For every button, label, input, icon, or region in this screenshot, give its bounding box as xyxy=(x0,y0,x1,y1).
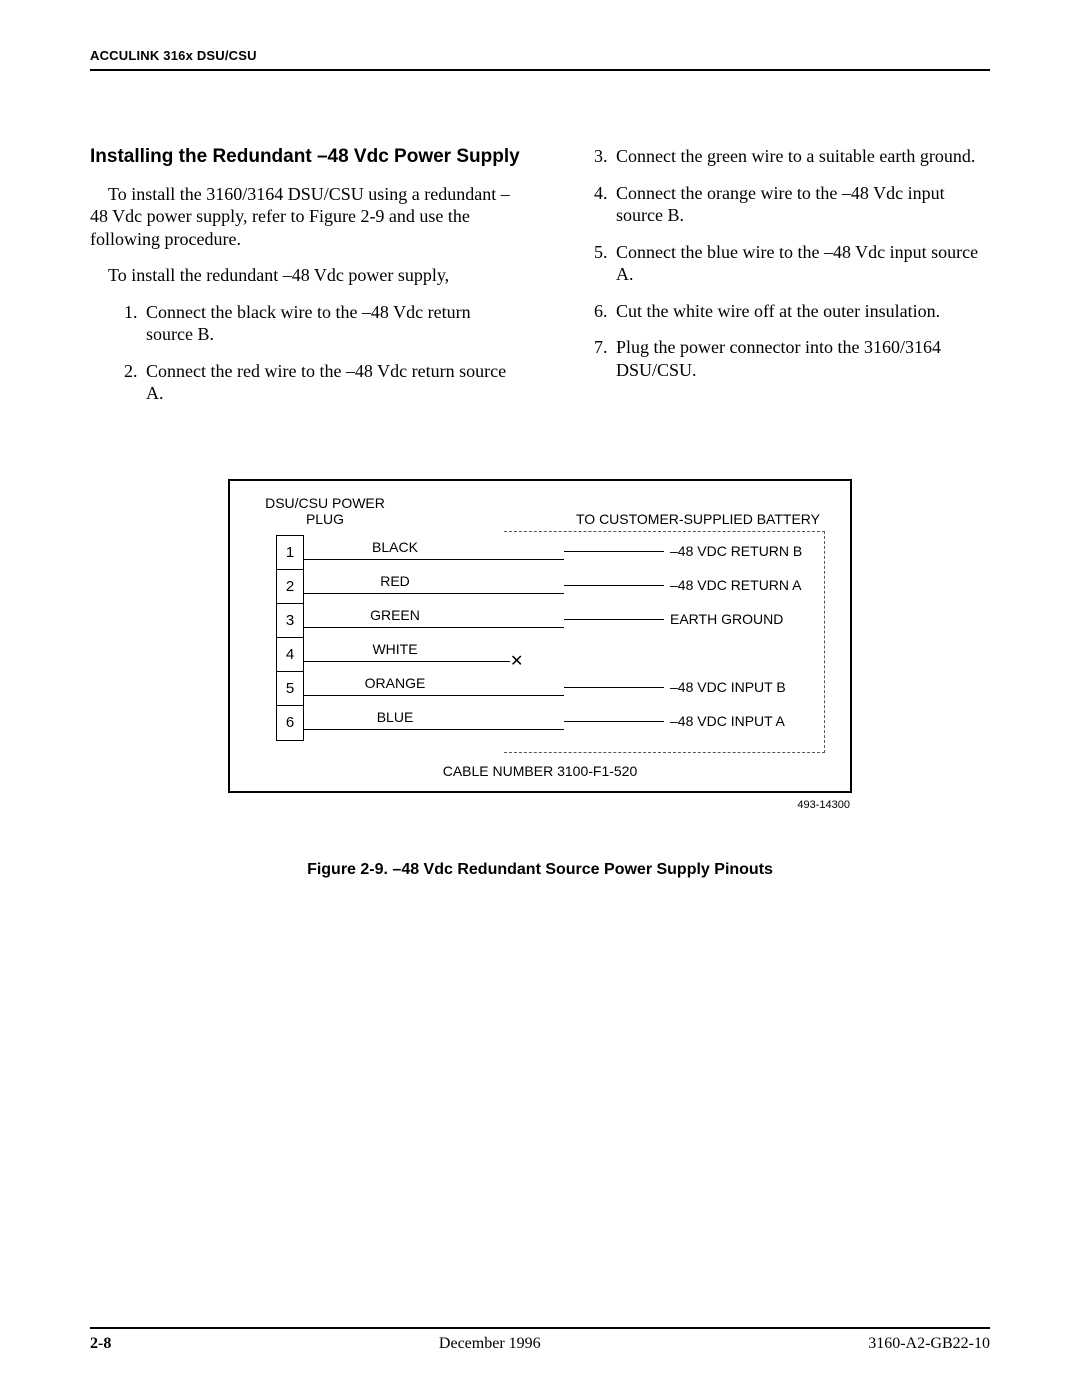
intro-paragraph-1: To install the 3160/3164 DSU/CSU using a… xyxy=(90,183,520,251)
step-item: Connect the red wire to the –48 Vdc retu… xyxy=(142,360,520,405)
wire-color-label: BLUE xyxy=(330,709,460,725)
step-item: Connect the blue wire to the –48 Vdc inp… xyxy=(612,241,990,286)
left-column: Installing the Redundant –48 Vdc Power S… xyxy=(90,145,520,419)
procedure-steps-left: Connect the black wire to the –48 Vdc re… xyxy=(90,301,520,405)
footer-rule xyxy=(90,1327,990,1329)
dest-stub xyxy=(564,551,664,552)
page: ACCULINK 316x DSU/CSU Installing the Red… xyxy=(0,0,1080,1397)
step-item: Cut the white wire off at the outer insu… xyxy=(612,300,990,323)
figure-caption: Figure 2-9. –48 Vdc Redundant Source Pow… xyxy=(307,861,773,879)
battery-label: TO CUSTOMER-SUPPLIED BATTERY xyxy=(576,511,820,527)
pin-column: 1 2 3 4 5 6 xyxy=(276,535,304,741)
wire-line xyxy=(304,593,564,594)
plug-label-line2: PLUG xyxy=(306,511,344,527)
wire-line xyxy=(304,695,564,696)
wire-line xyxy=(304,661,510,662)
pin-cell: 5 xyxy=(277,672,303,706)
pin-cell: 2 xyxy=(277,570,303,604)
wire-line xyxy=(304,559,564,560)
body-columns: Installing the Redundant –48 Vdc Power S… xyxy=(90,145,990,419)
step-item: Connect the black wire to the –48 Vdc re… xyxy=(142,301,520,346)
footer-row: 2-8 December 1996 3160-A2-GB22-10 xyxy=(90,1335,990,1353)
figure-container: DSU/CSU POWER PLUG TO CUSTOMER-SUPPLIED … xyxy=(90,479,990,879)
wire-color-label: WHITE xyxy=(330,641,460,657)
pinout-diagram: DSU/CSU POWER PLUG TO CUSTOMER-SUPPLIED … xyxy=(228,479,852,793)
wire-color-label: ORANGE xyxy=(330,675,460,691)
wire-destination: EARTH GROUND xyxy=(670,611,783,627)
pin-cell: 4 xyxy=(277,638,303,672)
page-footer: 2-8 December 1996 3160-A2-GB22-10 xyxy=(90,1327,990,1353)
cut-mark-icon: ✕ xyxy=(510,651,523,671)
dest-stub xyxy=(564,619,664,620)
plug-label-line1: DSU/CSU POWER xyxy=(265,495,385,511)
dest-stub xyxy=(564,721,664,722)
plug-label: DSU/CSU POWER PLUG xyxy=(250,495,400,527)
wire-color-label: BLACK xyxy=(330,539,460,555)
dest-stub xyxy=(564,585,664,586)
header-rule xyxy=(90,69,990,71)
step-item: Connect the orange wire to the –48 Vdc i… xyxy=(612,182,990,227)
document-number: 3160-A2-GB22-10 xyxy=(868,1335,990,1353)
right-column: Connect the green wire to a suitable ear… xyxy=(560,145,990,419)
wire-destination: –48 VDC INPUT B xyxy=(670,679,786,695)
intro-paragraph-2: To install the redundant –48 Vdc power s… xyxy=(90,264,520,287)
procedure-steps-right: Connect the green wire to a suitable ear… xyxy=(560,145,990,381)
wire-color-label: RED xyxy=(330,573,460,589)
running-header: ACCULINK 316x DSU/CSU xyxy=(90,48,990,63)
pin-cell: 1 xyxy=(277,536,303,570)
pin-cell: 6 xyxy=(277,706,303,740)
wire-line xyxy=(304,627,564,628)
footer-date: December 1996 xyxy=(439,1335,541,1353)
wire-destination: –48 VDC INPUT A xyxy=(670,713,785,729)
wire-line xyxy=(304,729,564,730)
step-item: Plug the power connector into the 3160/3… xyxy=(612,336,990,381)
section-heading: Installing the Redundant –48 Vdc Power S… xyxy=(90,145,520,169)
dest-stub xyxy=(564,687,664,688)
pin-cell: 3 xyxy=(277,604,303,638)
step-item: Connect the green wire to a suitable ear… xyxy=(612,145,990,168)
cable-number: CABLE NUMBER 3100-F1-520 xyxy=(230,763,850,779)
wire-destination: –48 VDC RETURN B xyxy=(670,543,802,559)
wire-destination: –48 VDC RETURN A xyxy=(670,577,801,593)
wire-color-label: GREEN xyxy=(330,607,460,623)
drawing-id: 493-14300 xyxy=(230,799,850,811)
page-number: 2-8 xyxy=(90,1335,111,1353)
